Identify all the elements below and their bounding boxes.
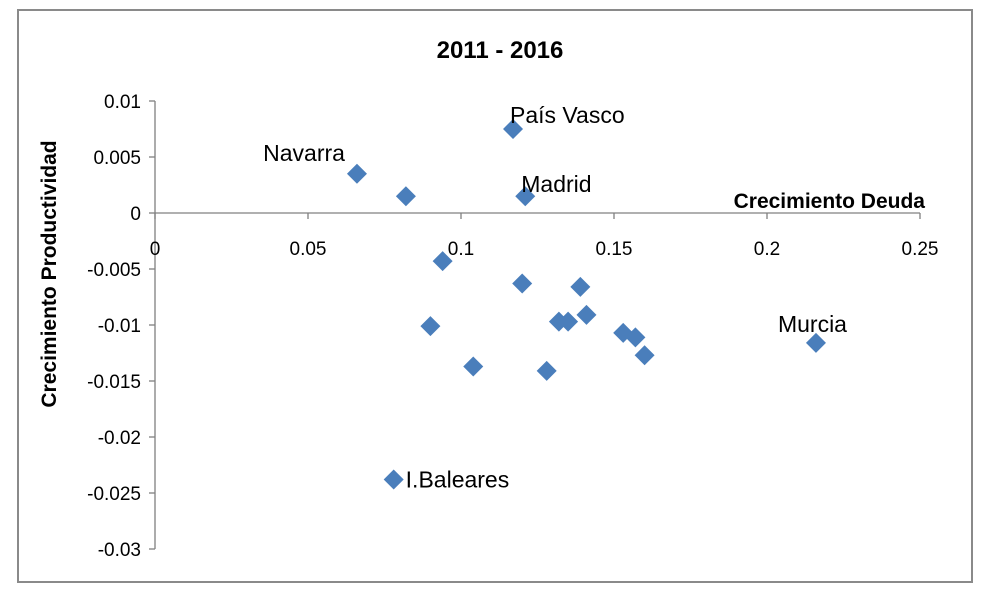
y-tick-label: 0.005 [93,148,141,169]
point-labels: País Vasco Navarra Madrid Murcia I.Baleares [263,102,847,493]
y-tick-label: -0.02 [98,428,141,449]
data-point [346,163,367,184]
x-axis-title: Crecimiento Deuda [734,190,926,213]
chart-title: 2011 - 2016 [437,37,564,64]
data-point [420,316,441,337]
data-label: Murcia [778,311,847,337]
y-tick-label: -0.015 [87,372,141,393]
chart-border [17,9,973,583]
data-points [346,119,826,490]
x-tick-label: 0.2 [754,239,780,260]
x-tick-label: 0 [150,239,161,260]
data-point [395,186,416,207]
y-axis-title: Crecimiento Productividad [38,140,61,407]
y-tick-label: -0.025 [87,484,141,505]
data-point [383,469,404,490]
data-point [634,345,655,366]
data-point [503,119,524,139]
y-tick-label: 0 [130,204,141,225]
data-label: País Vasco [510,102,625,128]
x-tick-label: 0.1 [448,239,474,260]
x-tick-label: 0.05 [290,239,327,260]
y-tick-label: -0.03 [98,540,141,561]
data-point [512,273,533,294]
data-point [805,332,826,353]
y-tick-label: 0.01 [104,92,141,113]
data-point [570,276,591,297]
x-tick-label: 0.25 [902,239,939,260]
x-tick-label: 0.15 [596,239,633,260]
axes: 0.01 0.005 0 -0.005 -0.01 -0.015 -0.02 -0.025 -0… [87,92,938,561]
data-point [463,356,484,377]
data-point [515,186,536,207]
y-tick-label: -0.01 [98,316,141,337]
data-point [625,327,646,348]
data-point [576,304,597,325]
y-tick-label: -0.005 [87,260,141,281]
data-point [432,251,453,272]
data-label: Navarra [263,140,345,166]
data-point [558,311,579,332]
data-point [536,360,557,381]
data-label: I.Baleares [406,467,510,493]
data-label: Madrid [521,171,591,197]
